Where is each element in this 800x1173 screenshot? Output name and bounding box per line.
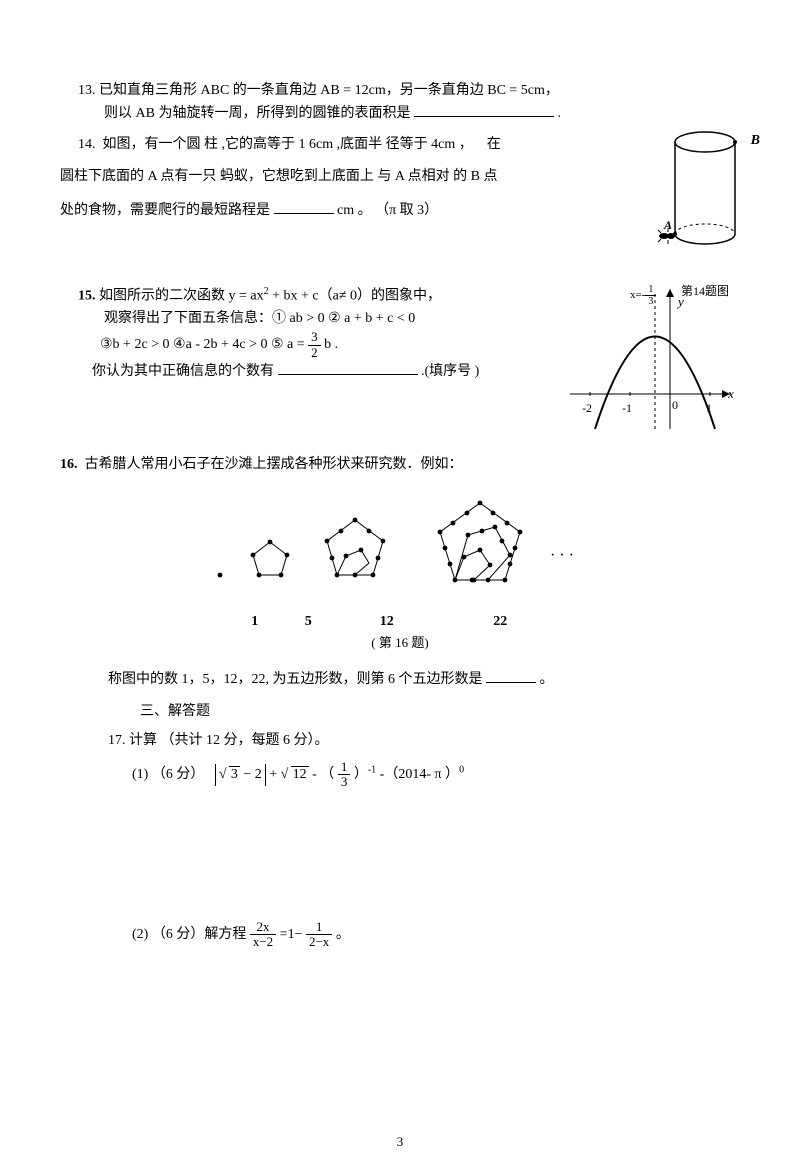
pentagons-svg: · · · (190, 490, 610, 600)
page-number: 3 (0, 1132, 800, 1153)
cylinder-figure: B A 第14题图 (650, 124, 760, 302)
q17-sqrt3-rad: 3 (229, 766, 240, 782)
parabola-xeq-text: x=- (630, 289, 645, 301)
q17-exp-1: -1 (368, 764, 376, 775)
q17-f1-den: 3 (338, 775, 351, 789)
question-13: 13. 已知直角三角形 ABC 的一条直角边 AB = 12cm，另一条直角边 … (60, 80, 740, 126)
svg-text:· · ·: · · · (550, 547, 574, 564)
q17-frac13: 13 (338, 760, 351, 790)
tick-0: 0 (672, 396, 678, 415)
q14-line2: 圆柱下底面的 A 点有一只 蚂蚁，它想吃到上底面上 与 A 点相对 的 B 点 (60, 169, 498, 184)
q17-part2: (2) （6 分）解方程 2xx−2 =1− 12−x 。 (60, 920, 740, 950)
q17-part1: (1) （6 分） 3 − 2 + 12 - （ 13 ）-1 -（2014- … (60, 760, 740, 790)
q15-blank[interactable] (278, 360, 418, 375)
parabola-figure: x=-13 y x -2 -1 0 1 (560, 284, 740, 442)
parabola-x-label: x (728, 384, 734, 405)
q14-line2-wrap: 圆柱下底面的 A 点有一只 蚂蚁，它想吃到上底面上 与 A 点相对 的 B 点 (60, 166, 580, 188)
q14-line3-wrap: 处的食物，需要爬行的最短路程是 cm 。 （π 取 3） (60, 199, 580, 222)
pent-label-1: 1 (235, 611, 275, 633)
q15-line4a: 你认为其中正确信息的个数有 (78, 364, 274, 379)
pentagons-figure: · · · 1 5 12 22 ( 第 16 题) (60, 490, 740, 654)
q17-f1-num: 1 (338, 760, 351, 775)
parabola-xeq: x=-13 (630, 284, 656, 307)
question-15: 15. 如图所示的二次函数 y = ax 2 + bx + c（a≠ 0）的图象中… (60, 284, 548, 383)
tick--1: -1 (622, 399, 632, 418)
question-14-wrap: 14. 如图，有一个圆 柱 ,它的高等于 1 6cm ,底面半 径等于 4cm … (60, 134, 740, 284)
q15-line4b: .(填序号 ) (421, 364, 479, 379)
q17-open: - （ (312, 767, 334, 782)
q16-caption: ( 第 16 题) (60, 633, 740, 654)
section-3-heading: 三、解答题 (140, 701, 740, 723)
q15-line1: 如图所示的二次函数 y = ax (99, 288, 264, 303)
q17-f2b-num: 1 (306, 920, 332, 935)
q17-f2a-den: x−2 (250, 935, 276, 949)
q15-line3a: ③b + 2c > 0 ④a - 2b + 4c > 0 ⑤ a = (78, 337, 308, 352)
q13-number: 13. (78, 83, 96, 98)
q14-number: 14. (78, 137, 96, 152)
pentagon-labels: 1 5 12 22 (60, 611, 740, 633)
q14-line3a: 处的食物，需要爬行的最短路程是 (60, 203, 270, 218)
q17-sqrt3: 3 (219, 764, 240, 786)
q14-blank[interactable] (274, 199, 334, 214)
q17-sqrt12: 12 (281, 764, 309, 786)
page: 13. 已知直角三角形 ABC 的一条直角边 AB = 12cm，另一条直角边 … (0, 0, 800, 1173)
q16-followup: 称图中的数 1，5，12，22, 为五边形数，则第 6 个五边形数是 。 (60, 668, 740, 691)
question-15-wrap: 15. 如图所示的二次函数 y = ax 2 + bx + c（a≠ 0）的图象中… (60, 284, 740, 424)
q15-line1b: + bx + c（a≠ 0）的图象中， (269, 288, 441, 303)
q15-frac-den: 2 (308, 346, 321, 360)
q17-f2a-num: 2x (250, 920, 276, 935)
q16-number: 16. (60, 457, 78, 472)
q17-p2-label: (2) （6 分）解方程 (132, 927, 250, 942)
q17-f2b: 12−x (306, 920, 332, 950)
q17-close: ） (354, 767, 368, 782)
cylinder-label-b: B (751, 130, 760, 152)
q14-line1a: 如图，有一个圆 柱 ,它的高等于 1 6cm ,底面半 径等于 4cm ， (103, 137, 473, 152)
q15-line2: 观察得出了下面五条信息：① ab > 0 ② a + b + c < 0 (78, 311, 415, 326)
q17-p1-label: (1) （6 分） (132, 767, 204, 782)
q13-suffix: . (557, 106, 561, 121)
question-17: 17. 计算 （共计 12 分，每题 6 分）。 (60, 730, 740, 752)
q17-minus2: − 2 (240, 767, 262, 782)
q16-line2a: 称图中的数 1，5，12，22, 为五边形数，则第 6 个五边形数是 (108, 672, 483, 687)
q14-line3b: cm 。 （π 取 3） (337, 203, 438, 218)
q13-blank[interactable] (414, 102, 554, 117)
q17-eq: =1− (280, 927, 306, 942)
q16-blank[interactable] (486, 668, 536, 683)
parabola-xfrac-den: 3 (645, 296, 656, 307)
q15-line3b: b . (324, 337, 338, 352)
tick--2: -2 (582, 399, 592, 418)
q17-f2b-den: 2−x (306, 935, 332, 949)
q15-frac: 32 (308, 330, 321, 360)
pent-label-22: 22 (435, 611, 565, 633)
parabola-y-label: y (678, 292, 684, 313)
parabola-xfrac-num: 1 (645, 284, 656, 296)
q14-line1b: 在 (487, 137, 501, 152)
q13-text-b: 则以 AB 为轴旋转一周，所得到的圆锥的表面积是 (78, 106, 410, 121)
q13-text-a: 已知直角三角形 ABC 的一条直角边 AB = 12cm，另一条直角边 BC =… (99, 83, 559, 98)
pent-label-12: 12 (342, 611, 432, 633)
tick-1: 1 (706, 399, 712, 418)
q17-f2a: 2xx−2 (250, 920, 276, 950)
q17-head: 17. 计算 （共计 12 分，每题 6 分）。 (108, 733, 329, 748)
q17-abs: 3 − 2 (215, 764, 266, 786)
question-14: 14. 如图，有一个圆 柱 ,它的高等于 1 6cm ,底面半 径等于 4cm … (60, 134, 598, 156)
question-16: 16. 古希腊人常用小石子在沙滩上摆成各种形状来研究数．例如： (60, 454, 740, 476)
q17-mid: -（2014- π ） (380, 767, 459, 782)
q17-end: 。 (336, 927, 350, 942)
q16-intro: 古希腊人常用小石子在沙滩上摆成各种形状来研究数．例如： (85, 457, 463, 472)
cylinder-label-a: A (664, 216, 672, 235)
q15-frac-num: 3 (308, 330, 321, 345)
q17-exp0: 0 (459, 764, 464, 775)
pent-label-5: 5 (278, 611, 338, 633)
q15-number: 15. (78, 288, 96, 303)
cylinder-svg (650, 124, 760, 274)
q17-plus: + (269, 767, 280, 782)
q17-sqrt12-rad: 12 (291, 766, 309, 782)
q16-line2b: 。 (540, 672, 554, 687)
